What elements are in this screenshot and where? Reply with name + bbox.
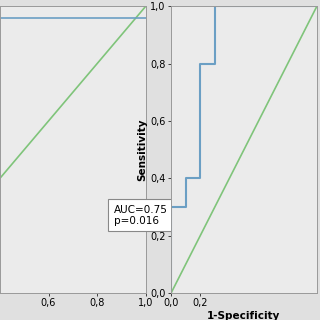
Y-axis label: Sensitivity: Sensitivity — [137, 118, 148, 181]
Text: AUC=0.75
p=0.016: AUC=0.75 p=0.016 — [114, 205, 167, 226]
X-axis label: 1-Specificity: 1-Specificity — [207, 311, 281, 320]
